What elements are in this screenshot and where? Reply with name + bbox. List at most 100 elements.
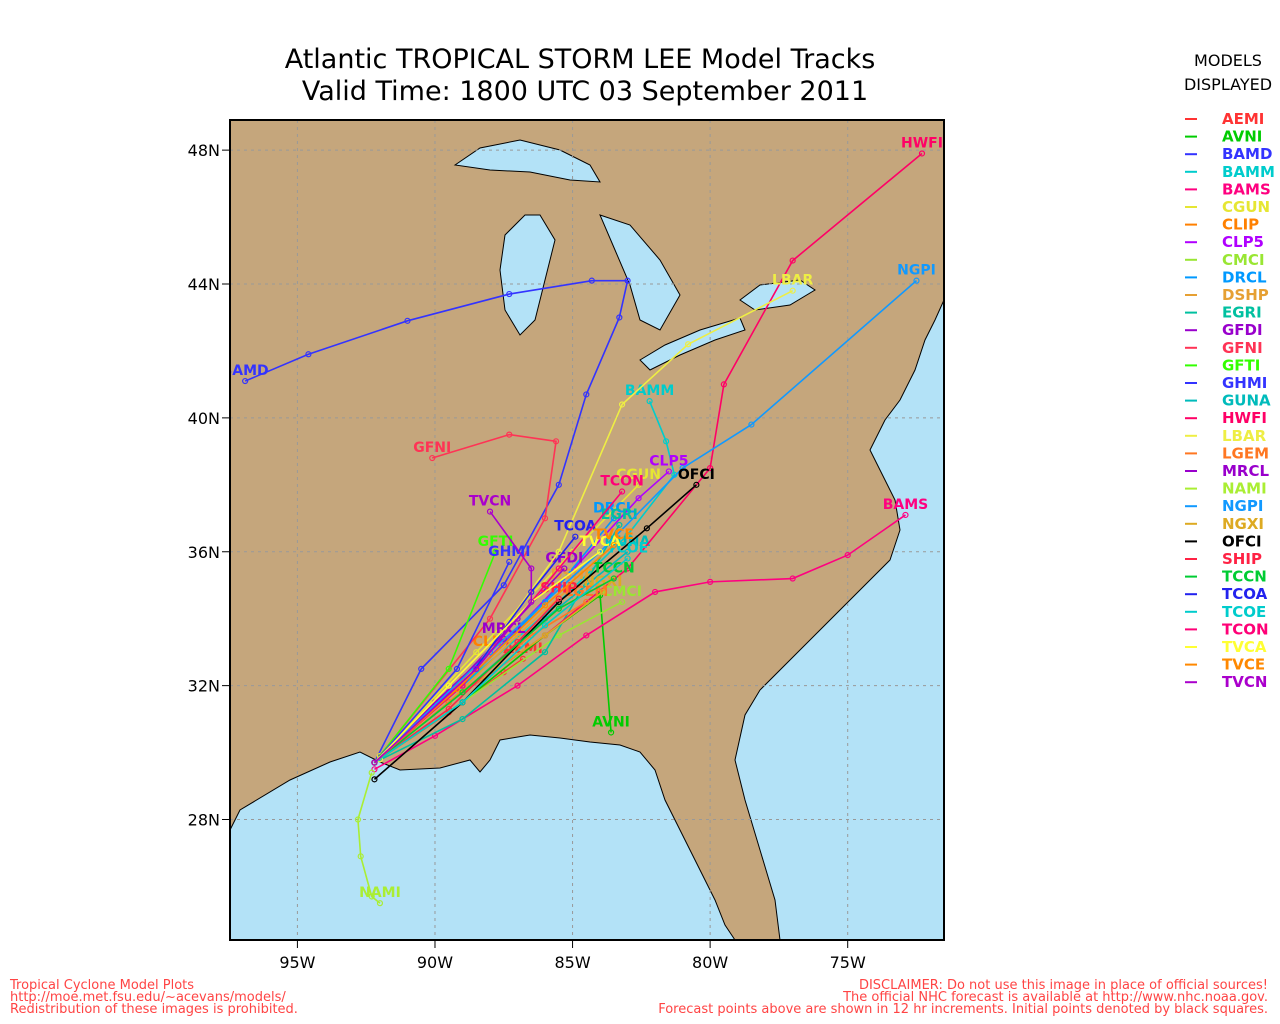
legend-label: TCOE bbox=[1222, 603, 1266, 621]
track-point bbox=[541, 649, 549, 656]
track-point bbox=[555, 632, 562, 639]
track-label: TCON bbox=[600, 474, 643, 490]
legend-label: GHMI bbox=[1222, 374, 1267, 392]
track-point bbox=[541, 602, 549, 609]
track-point bbox=[541, 515, 549, 522]
track-point bbox=[624, 531, 631, 539]
track-point bbox=[651, 588, 659, 596]
lake-huron bbox=[599, 214, 681, 331]
legend-label: TVCN bbox=[1222, 673, 1267, 691]
track-label: NGPI bbox=[897, 263, 936, 279]
track-point bbox=[663, 438, 670, 445]
x-tick-label: 90W bbox=[417, 953, 453, 972]
track-point bbox=[514, 682, 521, 689]
track-point bbox=[429, 454, 436, 462]
track-line bbox=[373, 557, 629, 764]
x-tick-label: 95W bbox=[279, 953, 315, 972]
track-point bbox=[506, 290, 513, 298]
y-tick-label: 44N bbox=[188, 275, 220, 294]
track-line bbox=[373, 544, 615, 764]
track-point bbox=[445, 699, 452, 706]
footer-right: The official NHC forecast is available a… bbox=[842, 990, 1268, 1005]
y-tick-label: 48N bbox=[188, 141, 220, 160]
track-point bbox=[679, 464, 686, 472]
legend-label: BAMS bbox=[1222, 180, 1271, 198]
tracks: AEMIAVNIBAMDBAMMBAMSCGUNCLIPCLP5CMCIDRCL… bbox=[222, 135, 943, 907]
track-label: TVCN bbox=[469, 494, 511, 510]
track-point bbox=[376, 900, 384, 907]
track-point bbox=[453, 665, 461, 672]
track-label: AVNI bbox=[592, 714, 630, 730]
track-point bbox=[555, 595, 562, 602]
legend-label: AVNI bbox=[1222, 128, 1262, 146]
track-point bbox=[610, 541, 617, 549]
legend-label: CMCI bbox=[1222, 251, 1265, 269]
footer-left: Redistribution of these images is prohib… bbox=[10, 1002, 298, 1017]
map: AEMIAVNIBAMDBAMMBAMSCGUNCLIPCLP5CMCIDRCL… bbox=[222, 120, 944, 940]
track-point bbox=[459, 716, 466, 723]
track-point bbox=[506, 558, 513, 565]
track-point bbox=[555, 481, 562, 488]
track-point bbox=[500, 582, 507, 589]
legend-label: AEMI bbox=[1222, 110, 1264, 128]
legend-label: DRCL bbox=[1222, 268, 1267, 286]
track-point bbox=[624, 548, 631, 555]
track-point bbox=[693, 481, 700, 488]
y-tick-label: 40N bbox=[188, 409, 220, 428]
track-point bbox=[720, 381, 727, 388]
track-line bbox=[357, 772, 381, 904]
legend-label: TCCN bbox=[1222, 568, 1267, 586]
legend-label: GFNI bbox=[1222, 339, 1263, 357]
legend-label: LBAR bbox=[1222, 427, 1267, 445]
track-point bbox=[541, 622, 549, 629]
track-point bbox=[616, 521, 623, 529]
track-point bbox=[665, 468, 672, 475]
track-point bbox=[555, 565, 562, 572]
track-point bbox=[707, 464, 714, 472]
track-point bbox=[555, 548, 562, 555]
track-point bbox=[354, 816, 362, 823]
track-label: CMCI bbox=[602, 584, 642, 600]
track-point bbox=[368, 893, 375, 900]
track-point bbox=[618, 488, 626, 495]
track-point bbox=[445, 665, 452, 672]
track-point bbox=[844, 552, 851, 559]
track-point bbox=[902, 511, 909, 519]
track-point bbox=[569, 582, 576, 589]
track-point bbox=[528, 565, 535, 572]
track-point bbox=[624, 565, 631, 572]
track-point bbox=[492, 548, 499, 555]
track-point bbox=[473, 649, 480, 656]
legend-label: CLIP bbox=[1222, 216, 1259, 234]
track-label: TVCE bbox=[594, 527, 634, 543]
track-label: BAMS bbox=[883, 497, 929, 513]
legend-label: TCON bbox=[1222, 620, 1269, 638]
legend-label: MRCL bbox=[1222, 462, 1269, 480]
track-point bbox=[305, 351, 312, 358]
track-point bbox=[635, 495, 642, 502]
legend-label: BAMD bbox=[1222, 145, 1272, 163]
track-point bbox=[514, 632, 521, 639]
footer-right: DISCLAIMER: Do not use this image in pla… bbox=[859, 978, 1268, 993]
track-point bbox=[913, 277, 920, 284]
legend-label: DSHP bbox=[1222, 286, 1269, 304]
lake-michigan bbox=[499, 214, 556, 336]
legend-label: HWFI bbox=[1222, 409, 1267, 427]
track-point bbox=[596, 548, 604, 555]
track-point bbox=[555, 605, 562, 612]
track-point bbox=[918, 150, 926, 157]
y-tick-label: 32N bbox=[188, 677, 220, 696]
legend-label: LGEM bbox=[1222, 444, 1269, 462]
y-tick-label: 36N bbox=[188, 543, 220, 562]
track-point bbox=[685, 341, 692, 348]
track-label: BAMD bbox=[222, 363, 269, 379]
track-point bbox=[506, 431, 513, 438]
legend-label: TCOA bbox=[1222, 585, 1268, 603]
track-point bbox=[624, 277, 631, 284]
track-line bbox=[373, 484, 697, 780]
track-line bbox=[373, 433, 557, 764]
track-line bbox=[373, 598, 560, 764]
track-point bbox=[583, 391, 590, 398]
track-point bbox=[789, 287, 796, 294]
track-line bbox=[373, 577, 615, 764]
